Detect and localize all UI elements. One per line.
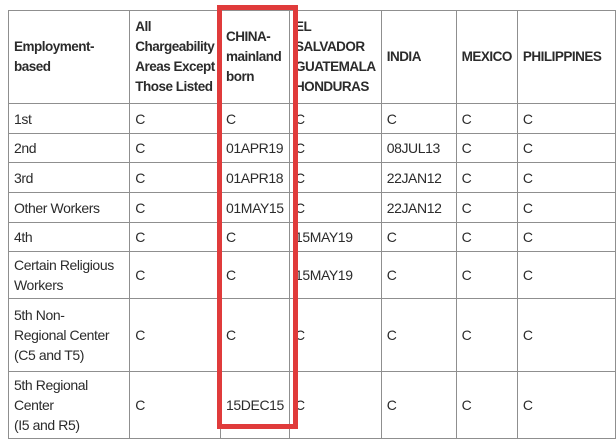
date-cell: C — [380, 103, 457, 134]
date-cell: C — [220, 103, 290, 134]
column-header: Employment- based — [7, 10, 131, 104]
date-cell: C — [516, 133, 616, 163]
date-cell: 01APR18 — [220, 162, 290, 193]
date-cell: C — [455, 133, 518, 163]
date-cell: 22JAN12 — [380, 162, 457, 193]
column-header: CHINA- mainland born — [220, 10, 290, 104]
date-cell: C — [129, 133, 222, 163]
date-cell: C — [129, 162, 222, 193]
date-cell: C — [129, 192, 222, 223]
date-cell: C — [129, 251, 222, 299]
row-label: 3rd — [7, 162, 131, 193]
date-cell: C — [380, 222, 457, 252]
row-label: 1st — [7, 103, 131, 134]
row-label: 4th — [7, 222, 131, 252]
date-cell: 01MAY15 — [220, 192, 290, 223]
row-label: Certain Religious Workers — [7, 251, 131, 299]
date-cell: C — [288, 192, 382, 223]
date-cell: C — [516, 298, 616, 372]
date-cell: C — [455, 222, 518, 252]
row-label: 5th Non- Regional Center (C5 and T5) — [7, 298, 131, 372]
date-cell: C — [220, 222, 290, 252]
row-label: 2nd — [7, 133, 131, 163]
date-cell: C — [288, 162, 382, 193]
date-cell: 15MAY19 — [288, 222, 382, 252]
table-row: 5th Regional Center (I5 and R5) C 15DEC15 C… — [7, 371, 616, 439]
date-cell: C — [288, 133, 382, 163]
table-row: Other Workers C 01MAY15 C 22JAN12 C C — [7, 192, 616, 223]
date-cell: C — [516, 192, 616, 223]
date-cell: C — [288, 298, 382, 372]
date-cell: C — [288, 103, 382, 134]
date-cell: C — [516, 251, 616, 299]
date-cell: C — [129, 103, 222, 134]
date-cell: 08JUL13 — [380, 133, 457, 163]
date-cell: C — [455, 298, 518, 372]
date-cell: C — [455, 162, 518, 193]
date-cell: C — [380, 251, 457, 299]
date-cell: C — [380, 298, 457, 372]
date-cell: C — [455, 371, 518, 439]
date-cell: C — [220, 298, 290, 372]
row-label: Other Workers — [7, 192, 131, 223]
table-row: 1st C C C C C C — [7, 103, 616, 134]
date-cell: C — [288, 371, 382, 439]
header-row: Employment- based All Chargeability Areas… — [7, 10, 616, 104]
table-row: 5th Non- Regional Center (C5 and T5) C C C C… — [7, 298, 616, 372]
column-header: INDIA — [380, 10, 457, 104]
date-cell: C — [516, 222, 616, 252]
table-row: 3rd C 01APR18 C 22JAN12 C C — [7, 162, 616, 193]
date-cell: 01APR19 — [220, 133, 290, 163]
table-row: 4th C C 15MAY19 C C C — [7, 222, 616, 252]
date-cell: 15DEC15 — [220, 371, 290, 439]
table-row: 2nd C 01APR19 C 08JUL13 C C — [7, 133, 616, 163]
visa-bulletin-table: Employment- based All Chargeability Areas… — [7, 10, 616, 439]
date-cell: C — [220, 251, 290, 299]
date-cell: C — [455, 251, 518, 299]
column-header: EL SALVADOR GUATEMALA HONDURAS — [288, 10, 382, 104]
table-body: 1st C C C C C C 2nd C 01APR19 C 08JUL13 C C 3rd C 01APR1… — [7, 103, 616, 439]
column-header: All Chargeability Areas Except Those Lis… — [129, 10, 222, 104]
column-header: PHILIPPINES — [516, 10, 616, 104]
date-cell: C — [516, 371, 616, 439]
date-cell: C — [129, 222, 222, 252]
date-cell: C — [455, 103, 518, 134]
date-cell: C — [516, 162, 616, 193]
date-cell: 22JAN12 — [380, 192, 457, 223]
date-cell: C — [129, 298, 222, 372]
date-cell: C — [129, 371, 222, 439]
table-row: Certain Religious Workers C C 15MAY19 C C C — [7, 251, 616, 299]
date-cell: 15MAY19 — [288, 251, 382, 299]
date-cell: C — [380, 371, 457, 439]
date-cell: C — [516, 103, 616, 134]
visa-bulletin-table-wrap: Employment- based All Chargeability Areas… — [7, 10, 616, 439]
date-cell: C — [455, 192, 518, 223]
column-header: MEXICO — [455, 10, 518, 104]
row-label: 5th Regional Center (I5 and R5) — [7, 371, 131, 439]
